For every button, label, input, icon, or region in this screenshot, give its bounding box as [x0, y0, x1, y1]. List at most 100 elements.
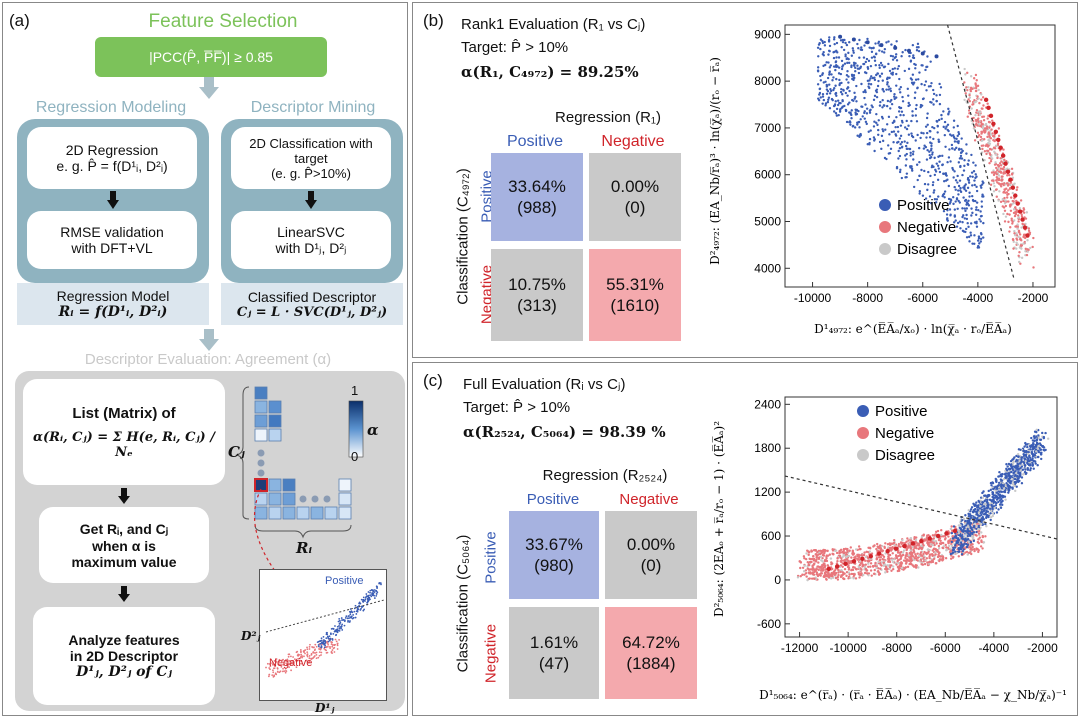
data-point [918, 190, 922, 193]
data-point [1037, 444, 1041, 448]
data-point [947, 197, 951, 201]
data-point [832, 88, 835, 92]
data-point [822, 568, 825, 572]
data-point [973, 234, 976, 237]
data-point [835, 562, 839, 565]
data-point [904, 562, 908, 565]
data-point [1018, 207, 1022, 210]
data-point [956, 189, 960, 192]
data-point [829, 89, 833, 93]
matrix-cj-label: Cⱼ [228, 443, 245, 461]
data-point [975, 108, 979, 112]
data-point [979, 121, 983, 124]
data-point [956, 541, 960, 544]
data-point [327, 640, 330, 643]
max-alpha-line3: maximum value [71, 553, 177, 570]
data-point [906, 545, 909, 548]
data-point [892, 541, 896, 545]
data-point [980, 539, 983, 542]
data-point [943, 190, 947, 193]
data-point [314, 652, 316, 654]
data-point [966, 186, 970, 190]
data-point [953, 185, 956, 189]
data-point [868, 559, 871, 563]
data-point [266, 662, 269, 665]
panel-b-col-positive: Positive [506, 133, 564, 150]
data-point [987, 515, 990, 519]
data-point [373, 597, 376, 599]
data-point [864, 555, 868, 559]
data-point [966, 553, 969, 556]
data-point [850, 65, 853, 69]
data-point [816, 550, 819, 554]
data-point [816, 70, 820, 73]
data-point [313, 649, 316, 652]
data-point [361, 600, 364, 603]
data-point [801, 573, 804, 576]
data-point [970, 171, 974, 174]
data-point [837, 573, 840, 577]
data-point [989, 515, 993, 519]
data-point [847, 554, 851, 558]
data-point [967, 181, 971, 184]
x-tick-label: -2000 [1018, 291, 1049, 305]
data-point [1008, 213, 1011, 216]
data-point [957, 529, 960, 532]
data-point [827, 40, 831, 43]
data-point [840, 560, 843, 564]
panel-c-title: Full Evaluation (Rᵢ vs Cⱼ) [463, 376, 626, 393]
y-tick-label: 0 [774, 573, 781, 587]
max-alpha-box: Get Rᵢ, and Cⱼ when α is maximum value [39, 507, 209, 583]
data-point [1018, 233, 1022, 236]
data-point [892, 140, 895, 144]
data-point [338, 639, 340, 641]
data-point [269, 665, 272, 668]
data-point [889, 87, 892, 90]
data-point [950, 531, 954, 535]
data-point [962, 214, 965, 217]
regression-modeling-title: Regression Modeling [35, 99, 187, 116]
x-axis-label: D¹₅₀₆₄: e^(r̅ₐ) · (r̅ₐ · E̅A̅ₐ) · (EA_Nb… [759, 687, 1067, 702]
data-point [915, 120, 919, 123]
data-point [1007, 220, 1010, 224]
data-point [356, 607, 359, 610]
data-point [826, 76, 830, 80]
data-point [897, 542, 901, 546]
data-point [899, 555, 903, 559]
data-point [847, 75, 850, 78]
data-point [352, 614, 355, 616]
data-point [815, 567, 818, 570]
data-point [882, 558, 885, 561]
data-point [297, 657, 300, 660]
classification-box: 2D Classification with target (e. g. P̂>… [231, 127, 391, 189]
data-point [366, 600, 369, 603]
data-point [976, 504, 980, 507]
data-point [910, 132, 913, 135]
data-point [303, 650, 306, 652]
data-point [893, 93, 896, 96]
data-point [832, 553, 835, 556]
data-point [992, 487, 995, 491]
data-point [972, 508, 976, 512]
data-point [828, 553, 832, 556]
data-point [271, 662, 273, 665]
data-point [1002, 199, 1005, 203]
data-point [979, 220, 982, 223]
legend-marker [879, 199, 891, 211]
data-point [825, 61, 828, 64]
data-point [958, 220, 962, 223]
data-point [834, 60, 837, 64]
data-point [1024, 250, 1027, 253]
data-point [868, 109, 872, 112]
data-point [298, 659, 301, 662]
data-point [887, 144, 890, 147]
data-point [977, 244, 980, 248]
data-point [881, 139, 885, 143]
data-point [823, 574, 827, 578]
data-point [838, 554, 842, 558]
data-point [1011, 176, 1015, 179]
data-point [317, 645, 320, 648]
data-point [319, 639, 322, 642]
data-point [1000, 175, 1004, 178]
data-point [992, 190, 996, 193]
